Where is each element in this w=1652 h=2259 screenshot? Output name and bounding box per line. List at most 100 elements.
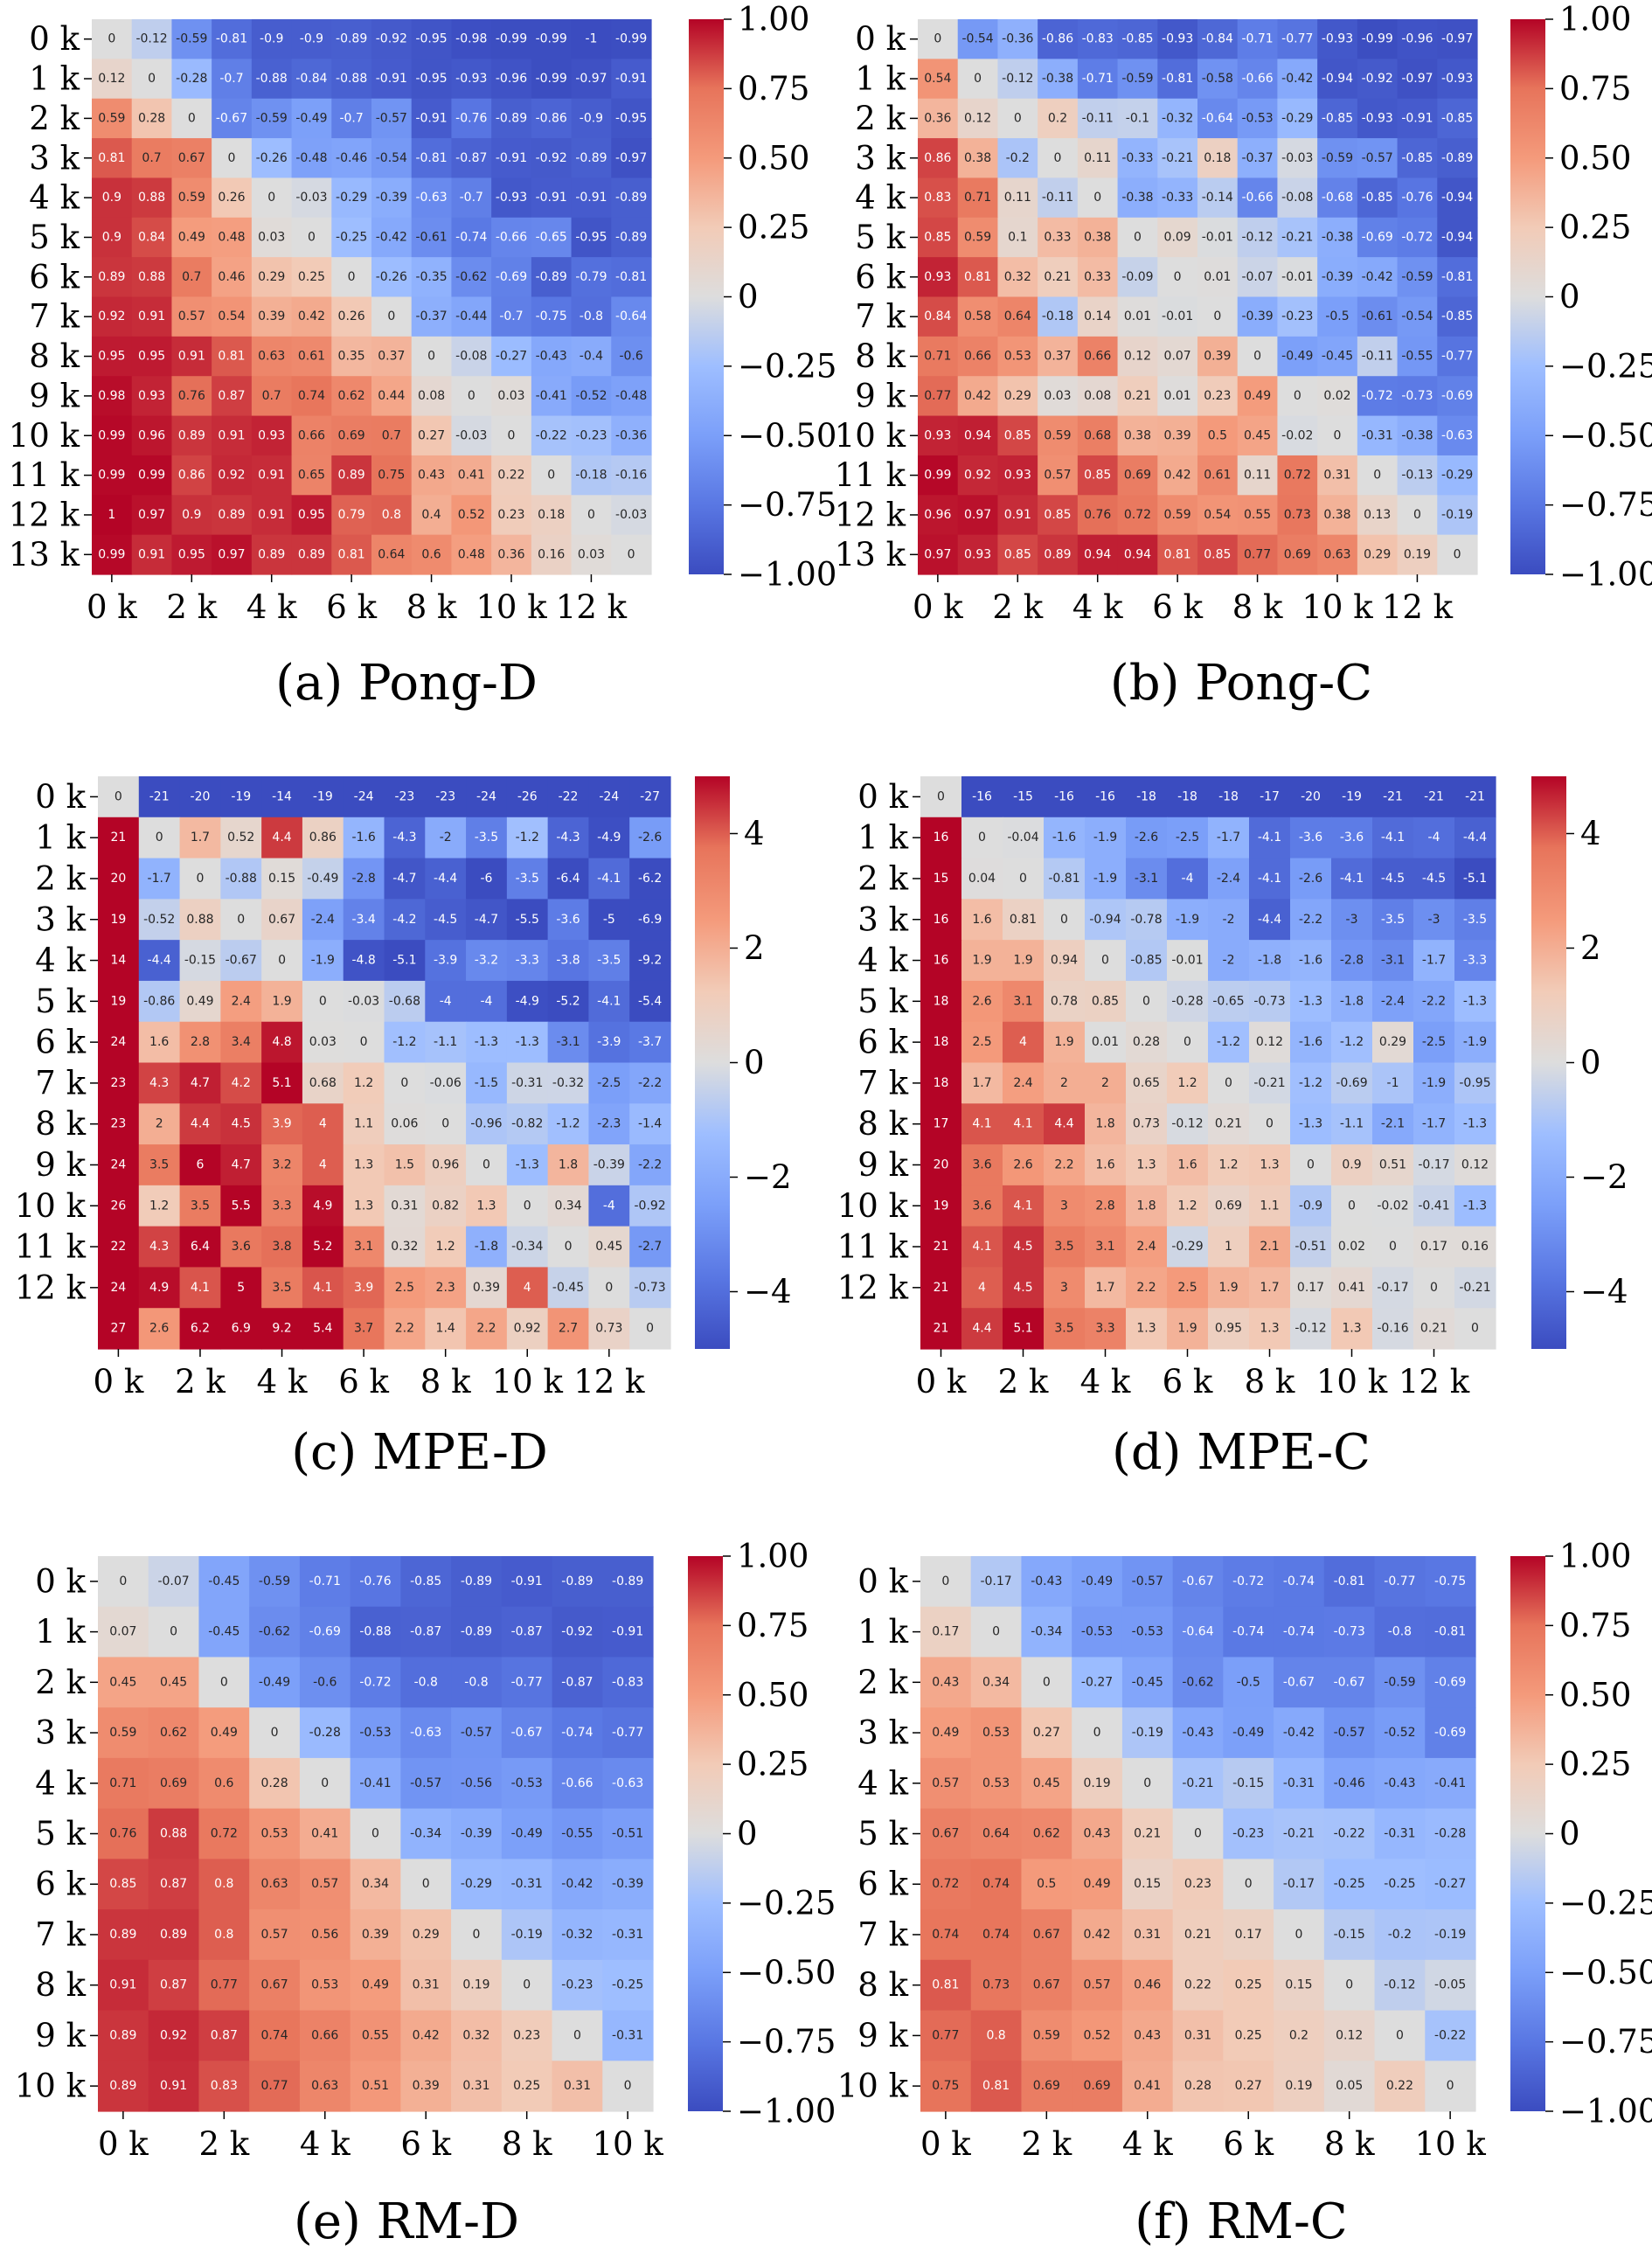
cell-value-label: -0.96 [1401,32,1433,46]
cell-value-label: 0.74 [982,1928,1010,1942]
heatmap-cell [531,257,573,298]
heatmap-cell [918,59,959,100]
heatmap-cell [506,1103,549,1145]
heatmap-cell [411,495,453,536]
cell-value-label: 3 [1060,1281,1068,1295]
heatmap-cell [1290,1103,1332,1145]
cell-value-label: -0.6 [313,1675,337,1689]
heatmap-cell [571,138,612,179]
heatmap-cell [291,217,332,258]
cell-value-label: 0.68 [1084,428,1111,442]
heatmap-cell [918,138,959,179]
heatmap-cell [131,59,173,100]
heatmap-cell [1237,138,1279,179]
heatmap-cell [371,257,413,298]
heatmap-cell [957,455,999,496]
cell-value-label: -0.81 [1048,872,1079,886]
heatmap-cell [1038,257,1079,298]
cell-value-label: 0.69 [160,1776,187,1790]
y-tick-label: 7 k [35,1064,86,1102]
cell-value-label: -4.3 [392,831,416,845]
heatmap-cell [1372,776,1414,818]
cell-value-label: -0.85 [410,1574,441,1588]
cell-value-label: -0.88 [336,72,367,86]
heatmap-cell [371,495,413,536]
heatmap-cell [343,1267,385,1309]
heatmap-cell [291,495,332,536]
cell-value-label: 0.49 [186,994,213,1008]
heatmap-cell [1157,534,1198,575]
heatmap-cell [331,336,372,377]
heatmap-cell [131,336,173,377]
heatmap-cell [1317,177,1358,219]
heatmap-cell [220,940,262,982]
colorbar-tick-label: 0 [737,1815,758,1852]
heatmap-cell [411,138,453,179]
cell-value-label: -0.25 [336,230,367,244]
heatmap-cell [1044,1267,1086,1309]
heatmap-cell [1157,455,1198,496]
cell-value-label: 0.58 [964,309,991,323]
colorbar-tick-label: −0.75 [738,486,836,524]
heatmap-cell [1372,1308,1414,1350]
heatmap-cell [611,59,652,100]
cell-value-label: 0.61 [298,350,325,364]
cell-value-label: 0.38 [1124,428,1151,442]
cell-value-label: 1.5 [395,1157,414,1171]
heatmap-cell [343,940,385,982]
heatmap-cell [1331,980,1373,1023]
heatmap-cell [1085,1185,1127,1227]
heatmap-cell [1397,534,1438,575]
heatmap-cell [588,980,630,1023]
cell-value-label: 0 [1447,2079,1454,2093]
y-tick-label: 11 k [835,456,906,494]
colorbar-tick-label: 0.75 [738,70,809,108]
heatmap-cell [1290,899,1332,941]
heatmap-cell [1038,376,1079,417]
heatmap-cell [1077,19,1119,59]
heatmap-cell [98,817,140,859]
cell-value-label: 0 [1334,428,1342,442]
cell-value-label: 0.54 [218,309,245,323]
cell-value-label: -0.43 [1384,1776,1415,1790]
x-tick-label: 0 k [920,2125,971,2163]
cell-value-label: -0.54 [376,151,407,165]
heatmap-cell [302,980,344,1023]
cell-value-label: -0.75 [1434,1574,1466,1588]
colorbar-tick-label: −1.00 [738,556,836,594]
heatmap-cell [1290,1144,1332,1186]
cell-value-label: -0.31 [1283,1776,1315,1790]
cell-value-label: -0.73 [1334,1625,1365,1639]
heatmap-cell [1372,1267,1414,1309]
heatmap-cell [1249,1308,1291,1350]
cell-value-label: -0.59 [1322,151,1353,165]
heatmap-cell [997,296,1038,337]
cell-value-label: 4 [319,1117,327,1131]
y-tick-label: 0 k [35,778,86,816]
heatmap-cell [261,776,303,818]
cell-value-label: -0.18 [1042,309,1073,323]
cell-value-label: 3.1 [1013,994,1032,1008]
colorbar-tick-label: 0.25 [1559,1746,1631,1783]
heatmap-cell [1126,776,1168,818]
cell-value-label: -0.97 [1441,32,1473,46]
heatmap-cell [331,138,372,179]
heatmap-cell [506,1062,549,1104]
cell-value-label: 0.08 [418,389,445,403]
heatmap-cell [547,1062,590,1104]
heatmap-cell [1454,1226,1496,1269]
cell-value-label: 2.1 [1260,1240,1279,1254]
cell-value-label: -0.39 [1322,270,1353,284]
cell-value-label: 0 [348,270,356,284]
heatmap-cell [957,217,999,258]
colorbar-tick-label: 0.50 [1559,1676,1631,1713]
heatmap-cell [1413,1021,1455,1064]
heatmap-cell [1077,534,1119,575]
cell-value-label: -0.49 [259,1675,290,1689]
heatmap-cell [1117,19,1158,59]
cell-value-label: -18 [1177,789,1197,803]
heatmap-cell [571,296,612,337]
y-tick-label: 5 k [35,983,86,1020]
cell-value-label: 2.4 [1136,1240,1156,1254]
cell-value-label: -0.69 [1362,230,1393,244]
